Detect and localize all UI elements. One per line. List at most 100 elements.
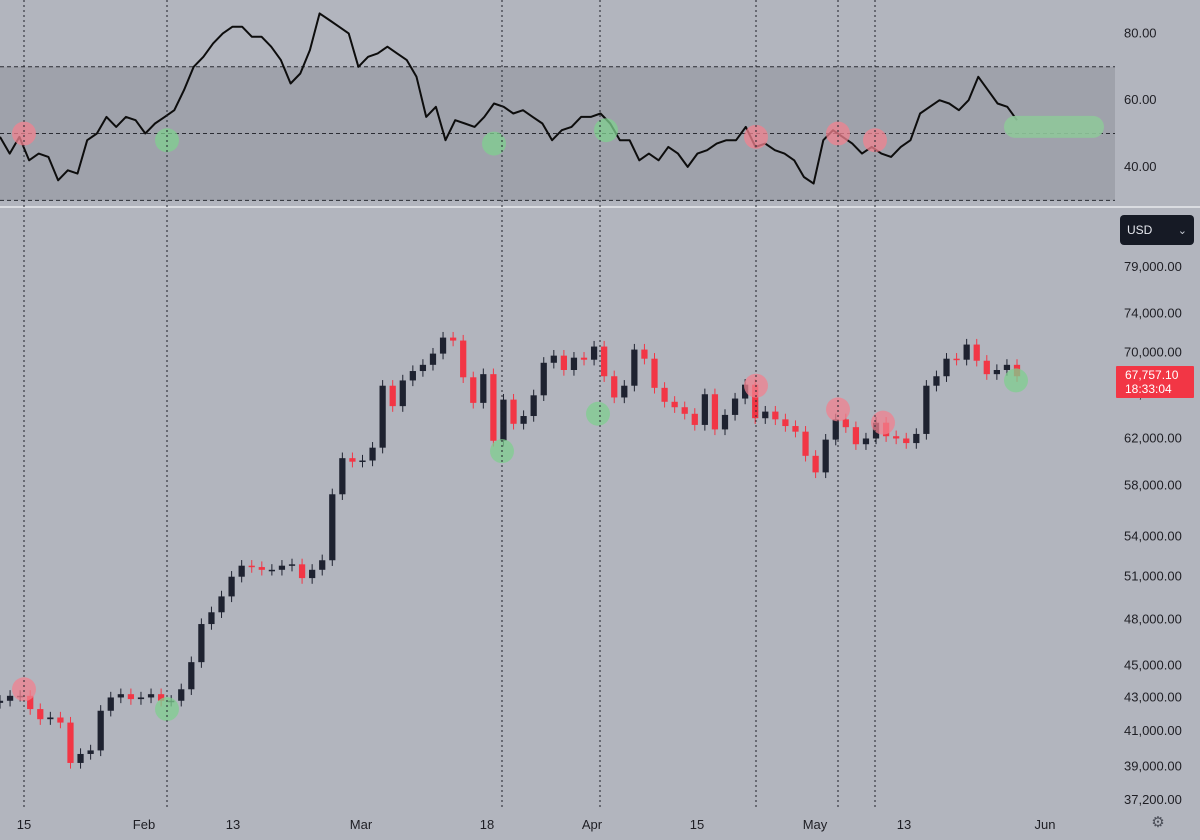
candle-body bbox=[822, 439, 829, 473]
candle-body bbox=[319, 560, 326, 570]
price-red-marker bbox=[871, 410, 895, 435]
candle-body bbox=[117, 694, 124, 698]
candle-body bbox=[0, 700, 4, 703]
price-tick-label: 43,000.00 bbox=[1124, 689, 1182, 704]
rsi-red-marker bbox=[12, 121, 36, 146]
candle-body bbox=[923, 385, 930, 434]
candle-body bbox=[530, 395, 537, 417]
candle-body bbox=[409, 371, 416, 381]
date-tick-label: Jun bbox=[1035, 817, 1056, 832]
candle-body bbox=[57, 717, 64, 723]
candle-body bbox=[812, 455, 819, 473]
candle-body bbox=[278, 565, 286, 570]
date-tick-label: Feb bbox=[133, 817, 155, 832]
candle-body bbox=[792, 426, 799, 432]
candle-body bbox=[661, 387, 668, 402]
candle-body bbox=[862, 438, 870, 445]
candle-body bbox=[480, 374, 487, 403]
rsi-green-marker bbox=[482, 131, 506, 156]
candle-body bbox=[832, 419, 839, 440]
candle-body bbox=[97, 710, 104, 751]
price-tick-label: 48,000.00 bbox=[1124, 612, 1182, 627]
price-red-marker bbox=[826, 397, 850, 422]
candle-body bbox=[711, 394, 719, 430]
candle-body bbox=[47, 717, 54, 720]
candle-body bbox=[349, 458, 356, 462]
price-tick-label: 74,000.00 bbox=[1124, 305, 1182, 320]
candle-body bbox=[580, 357, 588, 360]
price-pane bbox=[0, 331, 1028, 769]
price-tick-label: 51,000.00 bbox=[1124, 569, 1182, 584]
candle-body bbox=[1003, 364, 1011, 370]
candle-body bbox=[27, 695, 34, 710]
candle-body bbox=[379, 385, 386, 448]
candle-body bbox=[510, 399, 517, 424]
price-tick-label: 58,000.00 bbox=[1124, 478, 1182, 493]
candle-body bbox=[218, 596, 225, 613]
candle-body bbox=[782, 419, 789, 427]
candle-body bbox=[611, 376, 618, 398]
candle-body bbox=[742, 384, 749, 399]
date-tick-label: 15 bbox=[690, 817, 704, 832]
currency-label: USD bbox=[1127, 223, 1153, 237]
candle-body bbox=[590, 346, 598, 360]
candle-body bbox=[188, 662, 195, 690]
candle-body bbox=[550, 355, 557, 363]
candle-body bbox=[641, 349, 648, 359]
price-tick-label: 39,000.00 bbox=[1124, 759, 1182, 774]
rsi-green-marker bbox=[594, 118, 618, 143]
rsi-tick-label: 80.00 bbox=[1124, 25, 1157, 40]
candle-body bbox=[178, 689, 185, 701]
bar-countdown: 18:33:04 bbox=[1125, 382, 1172, 396]
gear-icon[interactable]: ⚙ bbox=[1151, 814, 1165, 831]
candle-body bbox=[993, 369, 1000, 375]
price-tick-label: 41,000.00 bbox=[1124, 723, 1182, 738]
candle-body bbox=[963, 344, 970, 360]
candle-body bbox=[731, 398, 739, 415]
candle-body bbox=[520, 416, 527, 424]
candle-body bbox=[228, 576, 235, 597]
candle-body bbox=[772, 411, 779, 420]
rsi-tick-label: 60.00 bbox=[1124, 92, 1157, 107]
date-tick-label: May bbox=[803, 817, 828, 832]
candle-body bbox=[953, 358, 960, 361]
candle-body bbox=[369, 447, 376, 461]
price-tick-label: 45,000.00 bbox=[1124, 657, 1182, 672]
candle-body bbox=[500, 399, 507, 441]
candle-body bbox=[208, 612, 215, 625]
candle-body bbox=[137, 697, 145, 700]
candle-body bbox=[913, 433, 920, 444]
candle-body bbox=[419, 364, 427, 372]
candle-body bbox=[389, 385, 396, 407]
candle-body bbox=[399, 380, 406, 407]
chevron-down-icon: ⌄ bbox=[1177, 224, 1187, 237]
candle-body bbox=[842, 419, 849, 428]
price-red-marker bbox=[12, 677, 36, 702]
currency-selector[interactable]: USD ⌄ bbox=[1120, 215, 1194, 245]
candle-body bbox=[258, 567, 265, 570]
date-tick-label: 18 bbox=[480, 817, 494, 832]
price-tick-label: 62,000.00 bbox=[1124, 430, 1182, 445]
candle-body bbox=[439, 337, 447, 354]
date-tick-label: 15 bbox=[17, 817, 31, 832]
price-tick-label: 70,000.00 bbox=[1124, 345, 1182, 360]
price-green-marker bbox=[1004, 368, 1028, 393]
candle-body bbox=[903, 438, 910, 444]
candle-body bbox=[691, 413, 698, 425]
candle-body bbox=[852, 427, 860, 445]
candle-body bbox=[449, 337, 457, 341]
rsi-tick-label: 40.00 bbox=[1124, 159, 1157, 174]
candle-body bbox=[309, 569, 316, 579]
candle-body bbox=[560, 355, 568, 370]
candle-body bbox=[721, 414, 729, 430]
candle-body bbox=[973, 344, 980, 361]
candle-body bbox=[470, 377, 477, 403]
rsi-projection-bar bbox=[1004, 115, 1104, 138]
rsi-red-marker bbox=[826, 121, 850, 146]
candle-body bbox=[671, 401, 678, 408]
candle-body bbox=[983, 360, 990, 375]
candle-body bbox=[127, 694, 135, 700]
candle-body bbox=[157, 694, 165, 701]
candle-body bbox=[67, 722, 74, 763]
